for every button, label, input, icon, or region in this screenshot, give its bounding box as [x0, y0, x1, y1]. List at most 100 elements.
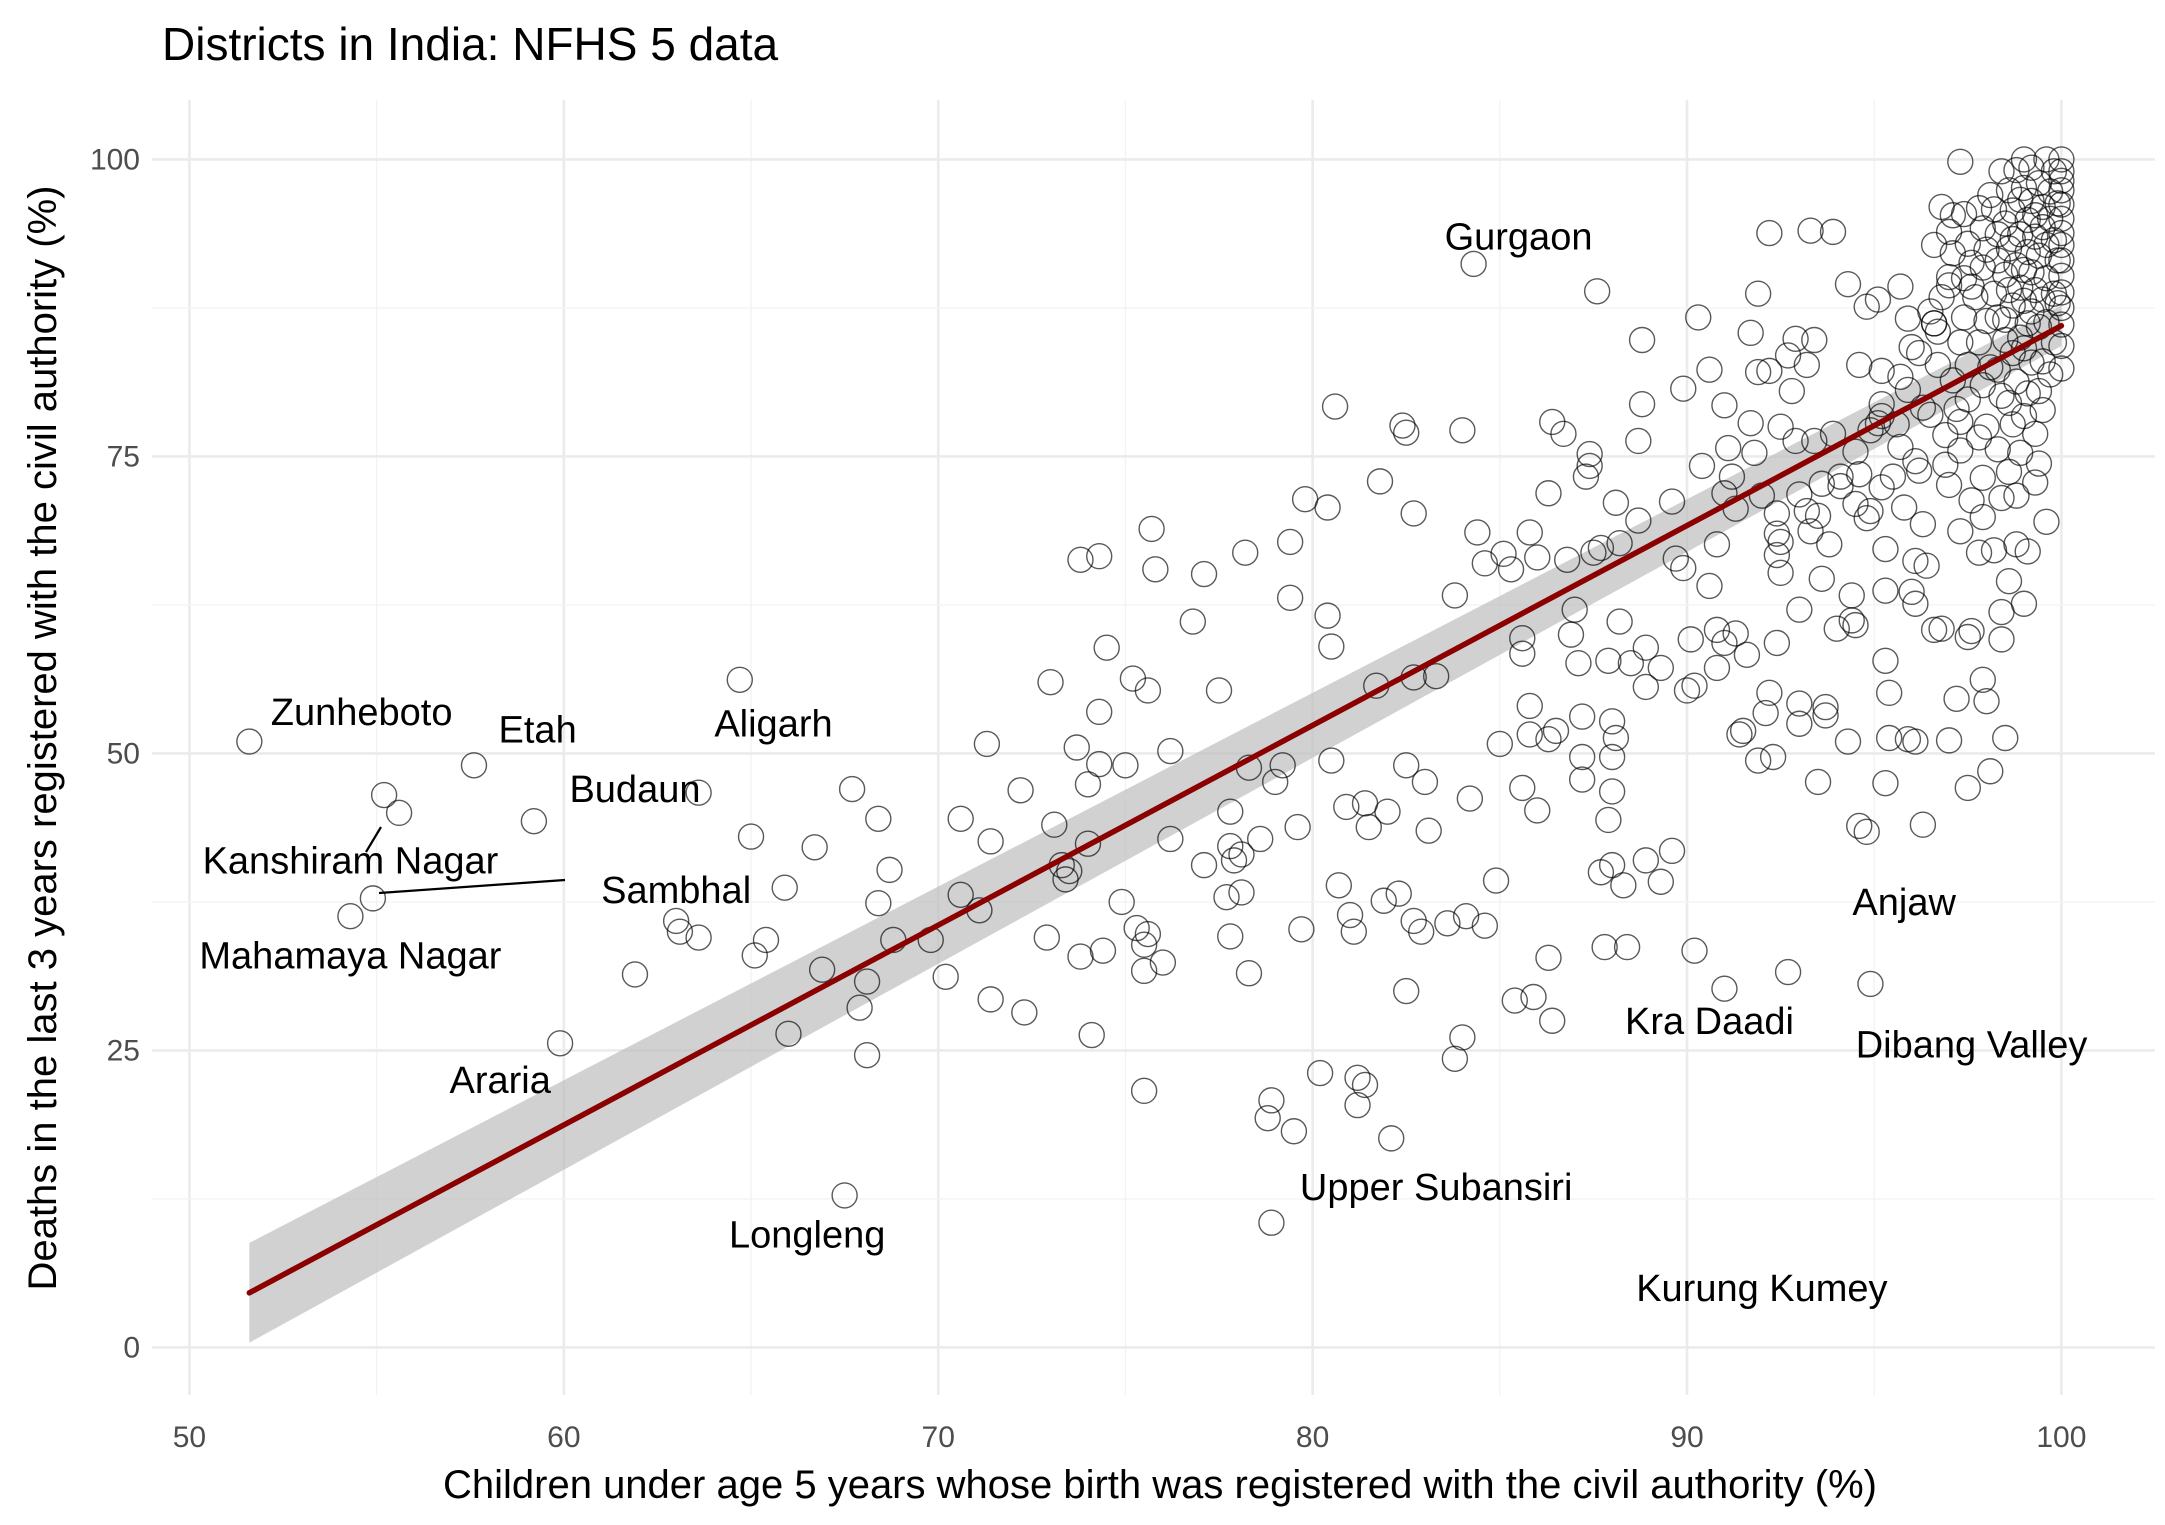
data-point	[1670, 375, 1697, 402]
data-point	[1763, 541, 1791, 569]
data-point	[1722, 620, 1749, 647]
data-point	[1658, 488, 1686, 515]
district-label: Upper Subansiri	[1300, 1167, 1572, 1209]
data-point	[1774, 342, 1802, 369]
data-point	[2048, 191, 2075, 218]
data-point	[1804, 768, 1832, 796]
data-point	[1905, 457, 1933, 484]
data-point	[1954, 774, 1982, 802]
data-point	[1988, 158, 2015, 185]
data-point	[1741, 439, 1768, 467]
data-point	[865, 805, 892, 832]
data-point	[1846, 812, 1873, 840]
data-point	[1808, 565, 1835, 592]
data-point	[1793, 497, 1821, 525]
data-point	[1939, 367, 1967, 394]
data-point	[1542, 717, 1570, 745]
data-point	[1213, 883, 1240, 911]
data-point	[2003, 531, 2030, 558]
data-point	[1086, 750, 1113, 778]
data-point	[1393, 977, 1420, 1005]
data-point	[1606, 608, 1633, 635]
data-point	[1935, 272, 1963, 299]
data-point	[1411, 768, 1439, 796]
data-point	[1681, 672, 1708, 699]
data-point	[1801, 326, 1828, 354]
data-point	[1853, 818, 1880, 846]
data-point	[385, 799, 413, 827]
data-point	[1318, 747, 1345, 774]
data-point	[1696, 356, 1723, 383]
data-point	[932, 963, 959, 990]
data-point	[1509, 640, 1536, 667]
data-point	[741, 942, 768, 969]
data-point	[1688, 452, 1716, 480]
regression-line	[246, 322, 2065, 1296]
data-point	[1378, 1125, 1405, 1152]
data-point	[2021, 469, 2049, 496]
data-point	[1932, 421, 1959, 449]
data-point	[1041, 811, 1068, 838]
data-point	[1134, 677, 1162, 704]
data-point	[1838, 607, 1865, 634]
data-point	[1992, 261, 2019, 288]
data-point	[808, 956, 836, 983]
x-tick-label: 50	[173, 1421, 206, 1454]
data-point	[1490, 540, 1517, 568]
data-point	[1632, 634, 1660, 661]
data-point	[2029, 396, 2056, 424]
data-point	[1138, 515, 1165, 543]
data-point	[1228, 879, 1255, 906]
data-point	[1935, 727, 1963, 754]
data-point	[1190, 560, 1218, 588]
data-point	[1108, 888, 1135, 916]
data-point	[1786, 481, 1813, 508]
data-point	[359, 885, 387, 912]
data-point	[1269, 752, 1296, 779]
data-point	[1778, 377, 1806, 405]
data-point	[1816, 531, 1843, 558]
data-point	[1711, 392, 1738, 419]
data-point	[2010, 146, 2038, 173]
data-point	[1947, 437, 1974, 464]
data-point	[2018, 259, 2045, 286]
data-point	[1400, 500, 1427, 527]
data-point	[1074, 830, 1102, 857]
y-tick-label: 50	[107, 737, 140, 770]
data-point	[1602, 489, 1630, 516]
data-point	[1385, 880, 1412, 907]
data-point	[1864, 286, 1892, 313]
data-point	[2048, 231, 2075, 259]
data-point	[1366, 468, 1394, 495]
data-point	[1943, 395, 1970, 423]
data-point	[1393, 752, 1420, 779]
data-point	[1613, 933, 1641, 961]
data-point	[1314, 602, 1341, 629]
data-point	[1752, 699, 1779, 727]
data-point	[846, 994, 873, 1021]
data-point	[1756, 357, 1783, 385]
data-point	[1714, 434, 1742, 462]
data-point	[1808, 470, 1835, 497]
data-point	[2048, 279, 2075, 306]
data-point	[1965, 424, 1993, 451]
district-label: Kra Daadi	[1625, 1001, 1794, 1043]
data-point	[1557, 621, 1585, 648]
data-point	[1370, 887, 1397, 914]
data-point	[1606, 529, 1633, 557]
data-point	[1846, 461, 1873, 488]
data-point	[1685, 304, 1712, 331]
data-point	[2014, 310, 2041, 337]
data-point	[1995, 389, 2023, 417]
data-point	[1819, 218, 1847, 246]
data-point	[1995, 458, 2023, 486]
data-point	[1853, 293, 1880, 320]
data-point	[2010, 174, 2038, 202]
data-point	[1554, 546, 1581, 573]
data-point	[1984, 221, 2011, 248]
y-axis-title: Deaths in the last 3 years registered wi…	[21, 186, 65, 1291]
data-point	[1947, 329, 1974, 356]
data-point	[1969, 666, 1996, 693]
data-point	[1598, 708, 1626, 735]
